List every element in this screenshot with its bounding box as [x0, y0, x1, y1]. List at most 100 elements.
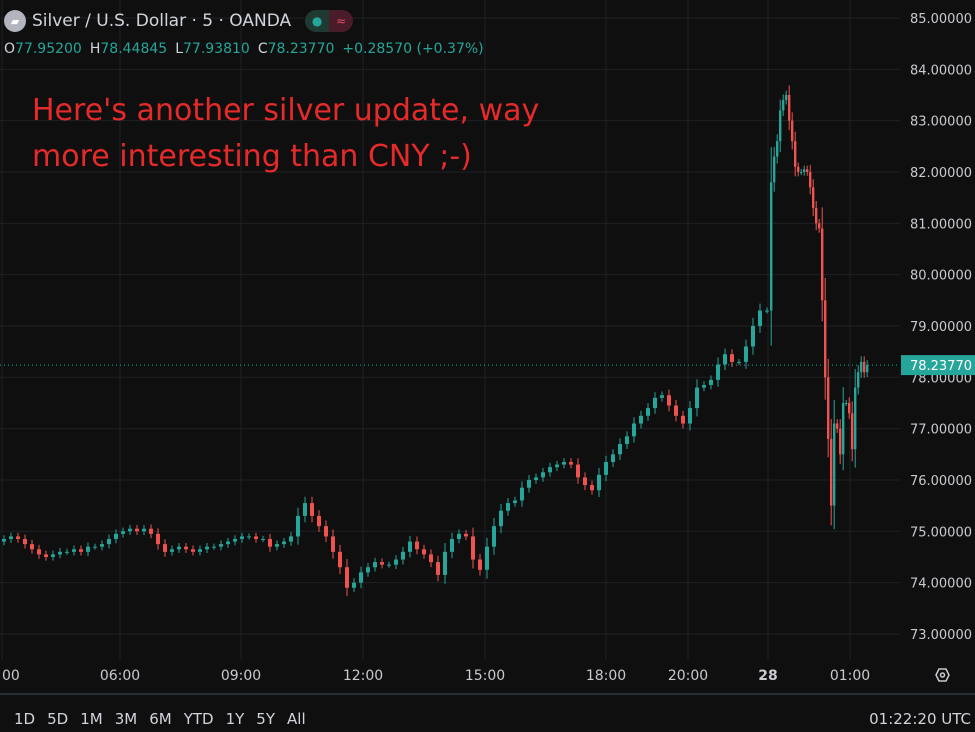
- settings-icon[interactable]: [935, 668, 950, 682]
- candle: [839, 419, 842, 464]
- candle: [163, 539, 167, 557]
- candle: [275, 540, 279, 551]
- candle-body: [625, 436, 629, 445]
- candle: [429, 549, 433, 568]
- candle: [562, 458, 566, 469]
- grid: [0, 0, 900, 660]
- candle-body: [653, 397, 657, 409]
- candle: [815, 200, 818, 231]
- candle-body: [866, 365, 869, 373]
- y-tick-label: 79.00000: [910, 320, 972, 335]
- candle: [303, 496, 307, 523]
- candle: [646, 403, 650, 421]
- candle: [688, 401, 692, 431]
- range-ytd[interactable]: YTD: [183, 710, 214, 728]
- candle: [803, 165, 806, 176]
- candle-body: [450, 538, 454, 552]
- candle: [107, 534, 111, 549]
- candle-body: [366, 567, 370, 573]
- candle: [737, 358, 741, 365]
- candle-body: [408, 541, 412, 552]
- y-tick-label: 77.00000: [910, 423, 972, 438]
- candle-body: [583, 477, 587, 486]
- candle-body: [436, 562, 440, 575]
- candle: [149, 524, 153, 539]
- candle: [443, 542, 447, 584]
- range-6m[interactable]: 6M: [149, 710, 172, 728]
- low-value: 77.93810: [183, 41, 250, 57]
- candle-body: [170, 549, 174, 552]
- candle-body: [751, 325, 755, 347]
- candle-body: [555, 464, 559, 468]
- candle: [37, 544, 41, 559]
- candle-body: [857, 372, 860, 388]
- candle-body: [219, 544, 223, 547]
- candle: [233, 535, 237, 546]
- price-chart[interactable]: 73.00000 74.00000 75.00000 76.00000 77.00000…: [0, 0, 975, 693]
- range-5y[interactable]: 5Y: [256, 710, 276, 728]
- candle: [191, 545, 195, 556]
- candle-body: [401, 551, 405, 560]
- candle-body: [268, 538, 272, 547]
- candle-body: [37, 549, 41, 555]
- range-5d[interactable]: 5D: [47, 710, 69, 728]
- range-1y[interactable]: 1Y: [225, 710, 245, 728]
- y-tick-label: 80.00000: [910, 269, 972, 284]
- candle: [422, 544, 426, 559]
- candle: [205, 542, 209, 553]
- candle: [135, 525, 139, 536]
- candle-body: [86, 546, 90, 552]
- status-pill[interactable]: ● ≈: [305, 10, 354, 32]
- x-tick-label: 00: [2, 668, 20, 684]
- candle: [226, 537, 230, 548]
- candle-body: [135, 528, 139, 532]
- x-tick-label: 20:00: [668, 668, 708, 684]
- x-tick-label: 01:00: [830, 668, 870, 684]
- candle-body: [142, 528, 146, 532]
- candle-body: [429, 554, 433, 563]
- candle: [674, 399, 678, 422]
- candle-body: [527, 479, 531, 488]
- candle: [471, 527, 475, 569]
- candle: [121, 527, 125, 538]
- y-tick-label: 76.00000: [910, 474, 972, 489]
- candle: [866, 360, 869, 378]
- candle: [282, 537, 286, 548]
- candle: [464, 530, 468, 541]
- candle-body: [100, 544, 104, 547]
- candle: [128, 525, 132, 536]
- candle-body: [191, 549, 195, 552]
- range-1m[interactable]: 1M: [80, 710, 103, 728]
- candle-body: [317, 515, 321, 527]
- range-all[interactable]: All: [287, 710, 306, 728]
- candle-body: [681, 415, 685, 424]
- candle-body: [240, 536, 244, 539]
- candle-body: [282, 541, 286, 545]
- candle: [611, 449, 615, 468]
- utc-clock[interactable]: 01:22:20 UTC: [869, 710, 971, 728]
- candle: [751, 317, 755, 355]
- candle: [268, 533, 272, 552]
- candle-body: [443, 551, 447, 575]
- range-3m[interactable]: 3M: [114, 710, 138, 728]
- symbol-title: Silver / U.S. Dollar · 5 · OANDA: [32, 11, 292, 31]
- candle-body: [779, 110, 782, 142]
- candle-body: [791, 120, 794, 142]
- range-1d[interactable]: 1D: [14, 710, 36, 728]
- candle-body: [667, 395, 671, 406]
- market-open-dot-icon: ●: [305, 10, 330, 32]
- candle: [723, 348, 727, 371]
- candle-body: [863, 361, 866, 373]
- price-axis: 73.00000 74.00000 75.00000 76.00000 77.00000…: [901, 12, 975, 643]
- candle: [716, 357, 720, 387]
- candle-body: [513, 500, 517, 504]
- candle-body: [16, 536, 20, 539]
- candle-body: [107, 538, 111, 545]
- candle: [387, 561, 391, 568]
- symbol-header[interactable]: ▰ Silver / U.S. Dollar · 5 · OANDA ● ≈: [4, 10, 354, 32]
- candle: [219, 540, 223, 551]
- candle-body: [646, 408, 650, 416]
- candle-body: [590, 485, 594, 491]
- candle-body: [723, 354, 727, 365]
- candle: [324, 520, 328, 543]
